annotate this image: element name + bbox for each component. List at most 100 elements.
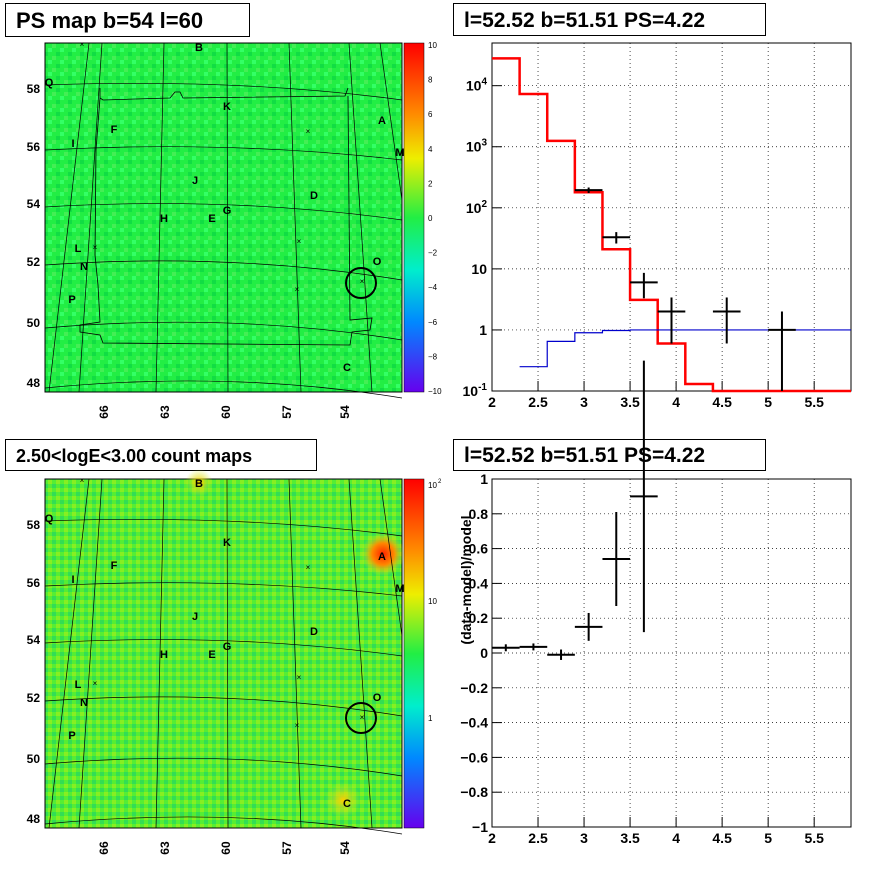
lat-tick-label: 56 <box>27 576 41 590</box>
meridian-line <box>226 42 229 393</box>
source-label-k: K <box>223 537 231 549</box>
source-label-n: N <box>80 261 88 273</box>
source-marker-cross: × <box>295 721 300 730</box>
latitude-line <box>44 82 403 101</box>
meridian-line <box>155 42 165 393</box>
source-label-b: B <box>195 478 203 490</box>
meridian-line <box>379 42 403 201</box>
source-marker-cross: × <box>360 277 365 286</box>
source-marker-cross: × <box>360 713 365 722</box>
lon-tick-label: 66 <box>97 841 111 855</box>
y-tick-label: 104 <box>466 77 488 94</box>
colorbar-label: 10 <box>428 481 437 490</box>
meridian-line <box>155 478 165 829</box>
residual-panel: 2 2.5 3 3.5 4 4.5 5 5.5 −1 −0.8 −0.6 −0.4 −0.2 0 0.2 0.… <box>458 360 852 846</box>
meridian-line <box>48 478 90 829</box>
source-label-h: H <box>160 213 168 225</box>
x-tick-label: 5.5 <box>804 830 824 846</box>
colorbar-label: −2 <box>428 249 438 258</box>
x-tick-label: 4 <box>672 394 680 410</box>
meridian-line <box>348 478 373 829</box>
x-tick-label: 4.5 <box>712 830 732 846</box>
x-tick-label: 4 <box>672 830 680 846</box>
lon-tick-label: 60 <box>219 841 233 855</box>
y-tick-label: −0.4 <box>460 715 488 731</box>
y-tick-label: 10 <box>471 261 487 277</box>
source-label-q: Q <box>45 513 54 525</box>
source-label-o: O <box>373 256 382 268</box>
colorbar-label: 1 <box>428 714 433 723</box>
x-tick-label: 5 <box>764 830 772 846</box>
latitude-line <box>44 757 403 777</box>
map2-panel: B Q K A F I M J D G H E LN O P C × × × × × × 66 63 60 57 54 58 56 54… <box>27 469 442 855</box>
colorbar-label: −4 <box>428 283 438 292</box>
x-tick-label: 5 <box>764 394 772 410</box>
colorbar-label: −8 <box>428 352 438 361</box>
lon-tick-label: 54 <box>338 841 352 855</box>
meridian-line <box>78 478 103 829</box>
colorbar-label: 8 <box>428 76 433 85</box>
region-of-interest-circle-2 <box>345 702 377 734</box>
map2-source-labels: B Q K A F I M J D G H E LN O P C × × × × × × <box>45 476 405 810</box>
latitude-line <box>44 518 403 537</box>
lon-tick-label: 66 <box>97 405 111 419</box>
y-tick-label: −0.6 <box>460 749 488 765</box>
latitude-line <box>44 582 403 597</box>
latitude-line <box>44 321 403 341</box>
x-tick-label: 2.5 <box>528 394 548 410</box>
lat-tick-label: 50 <box>27 752 41 766</box>
source-label-d: D <box>310 190 318 202</box>
y-tick-label: 0.4 <box>469 575 489 591</box>
source-label-a: A <box>378 115 386 127</box>
lat-tick-label: 54 <box>27 197 41 211</box>
map2-plot-area <box>44 478 403 829</box>
y-tick-label: −0.8 <box>460 784 488 800</box>
map1-title: PS map b=54 l=60 <box>5 3 250 37</box>
lon-tick-label: 57 <box>280 405 294 419</box>
source-label-e: E <box>208 649 215 661</box>
colorbar-label: 0 <box>428 214 433 223</box>
x-tick-label: 3.5 <box>620 394 640 410</box>
latitude-line <box>44 260 403 281</box>
meridian-line <box>288 42 302 393</box>
source-label-d: D <box>310 626 318 638</box>
y-tick-label: 1 <box>480 471 488 487</box>
residual-frame <box>491 478 852 828</box>
lon-tick-label: 57 <box>280 841 294 855</box>
region-of-interest-circle <box>345 267 377 299</box>
source-label-m: M <box>395 147 404 159</box>
lon-tick-label: 60 <box>219 405 233 419</box>
meridian-line <box>78 42 103 393</box>
source-label-e: E <box>208 213 215 225</box>
y-tick-label: −1 <box>472 819 488 835</box>
x-tick-label: 5.5 <box>804 394 824 410</box>
source-marker-cross: × <box>297 237 302 246</box>
lat-tick-label: 52 <box>27 255 41 269</box>
colorbar-label: 4 <box>428 145 433 154</box>
bright-source-a <box>361 532 405 576</box>
source-marker-cross: × <box>306 127 311 136</box>
map1-axis-ticks: 66 63 60 57 54 58 56 54 52 50 48 <box>27 82 352 419</box>
bright-source-b <box>185 469 213 497</box>
y-tick-label: 102 <box>466 199 488 216</box>
meridian-line <box>379 478 403 637</box>
x-tick-label: 3 <box>580 394 588 410</box>
spectrum-panel: 2 2.5 3 3.5 4 4.5 5 5.5 10-1 1 10 102 103 104 <box>463 42 852 410</box>
map2-coordinate-grid <box>44 478 403 835</box>
y-tick-label: 1 <box>479 322 487 338</box>
source-marker-cross: × <box>297 673 302 682</box>
x-tick-label: 2 <box>488 394 496 410</box>
map2-colorbar <box>403 478 425 829</box>
source-label-o: O <box>373 692 382 704</box>
source-label-l: L <box>75 679 82 691</box>
source-label-a: A <box>378 551 386 563</box>
source-label-j: J <box>192 175 198 187</box>
latitude-line <box>44 696 403 717</box>
lat-tick-label: 52 <box>27 691 41 705</box>
spectrum-frame <box>491 42 852 392</box>
source-marker-cross: × <box>93 243 98 252</box>
colorbar-label: 2 <box>428 179 433 188</box>
x-tick-label: 2 <box>488 830 496 846</box>
